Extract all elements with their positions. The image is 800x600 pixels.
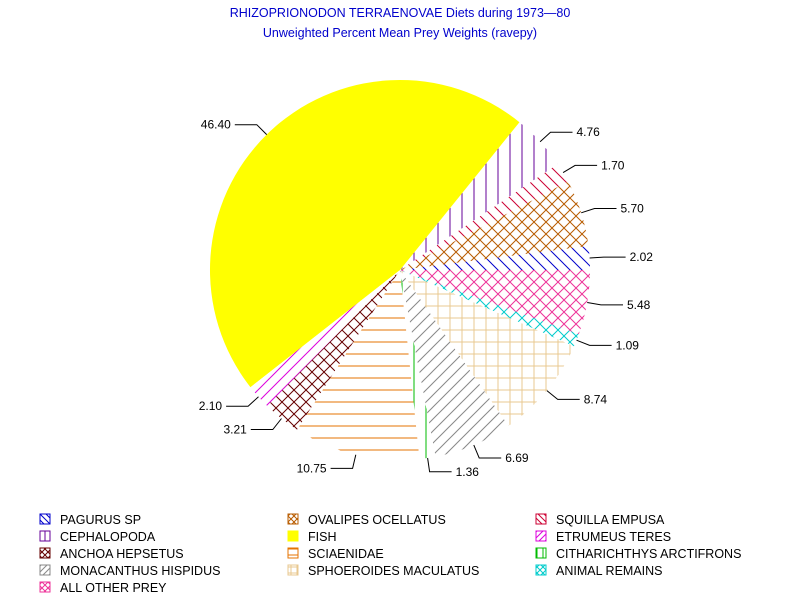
legend-label: SCIAENIDAE (308, 547, 384, 561)
legend-item: CITHARICHTHYS ARCTIFRONS (535, 547, 741, 561)
legend-label: PAGURUS SP (60, 513, 141, 527)
legend-item: ANIMAL REMAINS (535, 564, 663, 578)
legend-swatch (535, 547, 547, 559)
slice-value-label: 4.76 (577, 125, 601, 139)
legend-item: FISH (287, 530, 336, 544)
leader-line (473, 444, 502, 459)
pie-slice (209, 79, 520, 388)
legend-swatch (535, 564, 547, 576)
legend-label: MONACANTHUS HISPIDUS (60, 564, 220, 578)
slice-value-label: 5.48 (627, 298, 651, 312)
legend-swatch (39, 581, 51, 593)
legend-label: SPHOEROIDES MACULATUS (308, 564, 479, 578)
legend-label: ETRUMEUS TERES (556, 530, 671, 544)
slice-value-label: 1.09 (616, 338, 640, 352)
slice-value-label: 10.75 (297, 461, 327, 475)
leader-line (587, 302, 623, 306)
legend-swatch (39, 564, 51, 576)
legend-item: PAGURUS SP (39, 513, 141, 527)
legend-label: ALL OTHER PREY (60, 581, 167, 595)
legend-item: OVALIPES OCELLATUS (287, 513, 446, 527)
legend-swatch (39, 513, 51, 525)
legend: PAGURUS SP OVALIPES OCELLATUS SQUILLA EMPU… (39, 513, 741, 595)
legend-item: ALL OTHER PREY (39, 581, 167, 595)
legend-label: CITHARICHTHYS ARCTIFRONS (556, 547, 741, 561)
slice-value-label: 2.10 (199, 399, 223, 413)
slice-value-label: 2.02 (630, 250, 654, 264)
legend-item: CEPHALOPODA (39, 530, 156, 544)
leader-line (539, 131, 573, 143)
slice-value-label: 6.69 (505, 451, 529, 465)
pie-slice (400, 270, 436, 459)
pie-slice (400, 270, 579, 347)
leader-line (581, 208, 617, 214)
slice-value-label: 5.70 (621, 202, 645, 216)
slice-leader-lines: 2.02 5.70 1.70 4.76 46.40 2.103.21 10.75 1.36 6.… (199, 118, 654, 479)
pie-slice (267, 270, 400, 430)
chart-subtitle: Unweighted Percent Mean Prey Weights (ra… (263, 26, 537, 40)
legend-swatch (287, 530, 299, 542)
pie-slices (209, 79, 590, 460)
legend-swatch (287, 513, 299, 525)
legend-swatch (39, 530, 51, 542)
legend-swatch (287, 564, 299, 576)
slice-value-label: 46.40 (201, 118, 231, 132)
legend-item: ANCHOA HEPSETUS (39, 547, 184, 561)
pie-slice (297, 270, 420, 460)
legend-label: SQUILLA EMPUSA (556, 513, 665, 527)
pie-slice (400, 164, 569, 270)
legend-swatch (535, 513, 547, 525)
pie-slice (400, 270, 575, 426)
pie-slice (250, 270, 400, 406)
legend-label: FISH (308, 530, 336, 544)
pie-slice (400, 245, 590, 270)
legend-swatch (287, 547, 299, 559)
pie-slice (400, 122, 558, 271)
legend-item: SCIAENIDAE (287, 547, 384, 561)
leader-line (234, 124, 268, 135)
legend-swatch (39, 547, 51, 559)
slice-value-label: 3.21 (223, 423, 247, 437)
slice-value-label: 1.36 (456, 465, 480, 479)
legend-label: ANCHOA HEPSETUS (60, 547, 184, 561)
slice-value-label: 8.74 (584, 392, 608, 406)
leader-line (546, 390, 580, 400)
leader-line (250, 418, 282, 430)
legend-swatch (535, 530, 547, 542)
legend-item: SQUILLA EMPUSA (535, 513, 665, 527)
leader-line (427, 457, 452, 473)
pie-slice (400, 270, 509, 457)
leader-line (562, 164, 598, 174)
legend-item: SPHOEROIDES MACULATUS (287, 564, 479, 578)
pie-slice (400, 270, 590, 335)
legend-label: ANIMAL REMAINS (556, 564, 663, 578)
leader-line (576, 339, 612, 346)
slice-value-label: 1.70 (601, 158, 625, 172)
legend-item: ETRUMEUS TERES (535, 530, 671, 544)
pie-slice (400, 181, 589, 270)
leader-line (226, 396, 259, 407)
leader-line (330, 454, 357, 469)
legend-label: OVALIPES OCELLATUS (308, 513, 446, 527)
chart-title: RHIZOPRIONODON TERRAENOVAE Diets during … (230, 6, 571, 20)
legend-label: CEPHALOPODA (60, 530, 156, 544)
legend-item: MONACANTHUS HISPIDUS (39, 564, 220, 578)
leader-line (589, 256, 626, 259)
